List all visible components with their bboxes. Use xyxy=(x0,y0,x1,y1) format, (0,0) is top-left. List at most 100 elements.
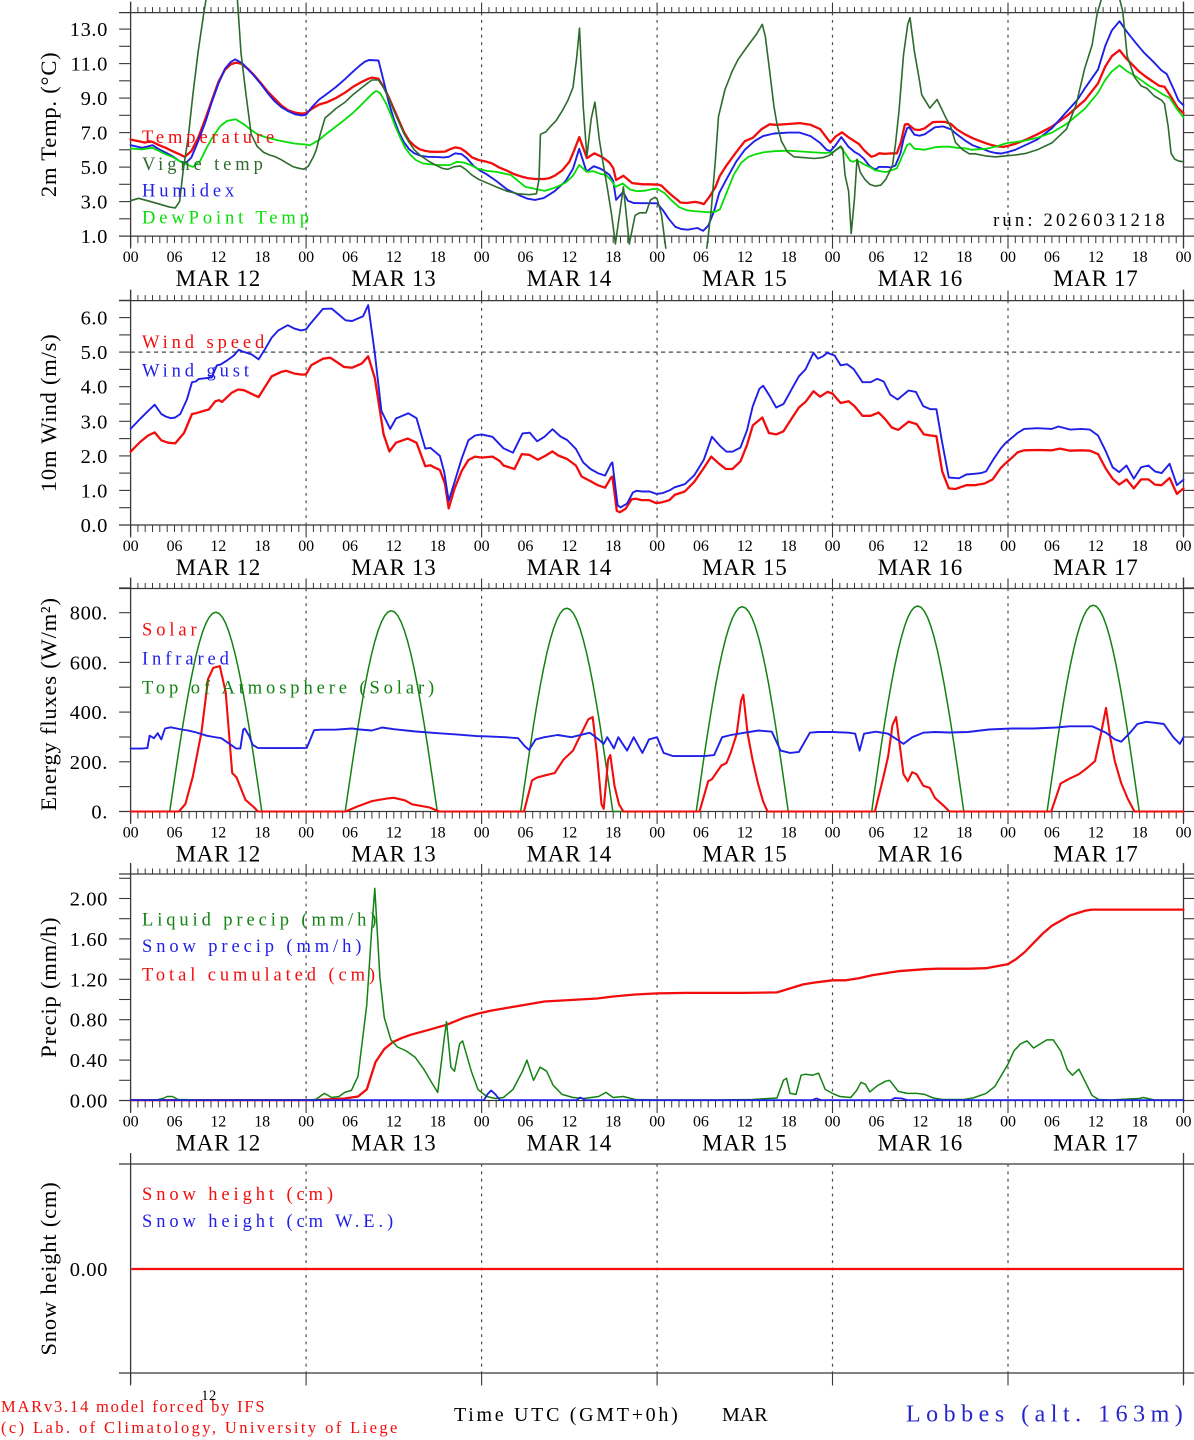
svg-text:12: 12 xyxy=(1088,538,1104,555)
svg-text:12: 12 xyxy=(210,538,226,555)
svg-text:06: 06 xyxy=(693,249,709,266)
svg-text:Vigne temp: Vigne temp xyxy=(142,155,267,175)
svg-text:MAR 12: MAR 12 xyxy=(176,555,261,580)
svg-text:12: 12 xyxy=(386,1114,402,1131)
svg-text:5.0: 5.0 xyxy=(81,157,108,179)
svg-text:06: 06 xyxy=(517,538,533,555)
svg-text:18: 18 xyxy=(1132,538,1148,555)
svg-text:3.0: 3.0 xyxy=(81,192,108,214)
svg-text:12: 12 xyxy=(912,249,928,266)
svg-text:Humidex: Humidex xyxy=(142,182,238,202)
svg-text:00: 00 xyxy=(649,249,665,266)
svg-text:MAR 15: MAR 15 xyxy=(702,842,787,867)
svg-text:2.00: 2.00 xyxy=(70,889,108,911)
svg-text:06: 06 xyxy=(868,825,884,842)
svg-text:2.0: 2.0 xyxy=(81,446,108,468)
svg-text:00: 00 xyxy=(1000,538,1016,555)
svg-text:MAR 15: MAR 15 xyxy=(702,555,787,580)
svg-text:10m Wind (m/s): 10m Wind (m/s) xyxy=(36,333,61,492)
svg-text:06: 06 xyxy=(342,249,358,266)
svg-text:400.: 400. xyxy=(70,702,108,724)
svg-text:00: 00 xyxy=(649,1114,665,1131)
svg-text:18: 18 xyxy=(605,825,621,842)
svg-text:1.0: 1.0 xyxy=(81,480,108,502)
svg-text:00: 00 xyxy=(123,825,139,842)
svg-text:800.: 800. xyxy=(70,603,108,625)
svg-text:Infrared: Infrared xyxy=(142,650,233,670)
svg-text:MAR 15: MAR 15 xyxy=(702,266,787,291)
svg-text:12: 12 xyxy=(561,249,577,266)
svg-text:18: 18 xyxy=(1132,825,1148,842)
svg-text:12: 12 xyxy=(386,825,402,842)
svg-text:Total cumulated (cm): Total cumulated (cm) xyxy=(142,966,379,986)
svg-text:run: 2026031218: run: 2026031218 xyxy=(993,211,1168,231)
svg-text:MAR 17: MAR 17 xyxy=(1053,555,1138,580)
svg-text:18: 18 xyxy=(254,249,270,266)
svg-text:MAR 16: MAR 16 xyxy=(878,266,963,291)
svg-text:06: 06 xyxy=(868,538,884,555)
svg-text:13.0: 13.0 xyxy=(70,19,108,41)
svg-text:12: 12 xyxy=(386,538,402,555)
svg-text:12: 12 xyxy=(912,538,928,555)
svg-text:Snow height (cm): Snow height (cm) xyxy=(36,1181,61,1355)
svg-text:06: 06 xyxy=(693,825,709,842)
svg-text:3.0: 3.0 xyxy=(81,411,108,433)
svg-text:Snow precip (mm/h): Snow precip (mm/h) xyxy=(142,937,365,957)
svg-text:12: 12 xyxy=(210,1114,226,1131)
svg-text:Precip (mm/h): Precip (mm/h) xyxy=(36,917,61,1058)
svg-text:06: 06 xyxy=(517,825,533,842)
svg-text:0.00: 0.00 xyxy=(70,1259,108,1281)
svg-text:1.60: 1.60 xyxy=(70,929,108,951)
svg-text:06: 06 xyxy=(342,825,358,842)
svg-text:Solar: Solar xyxy=(142,621,201,641)
svg-text:06: 06 xyxy=(868,249,884,266)
svg-text:18: 18 xyxy=(781,825,797,842)
svg-text:12: 12 xyxy=(1088,825,1104,842)
svg-text:00: 00 xyxy=(649,538,665,555)
svg-text:12: 12 xyxy=(561,825,577,842)
svg-text:00: 00 xyxy=(825,1114,841,1131)
svg-text:MAR 12: MAR 12 xyxy=(176,842,261,867)
svg-text:06: 06 xyxy=(167,825,183,842)
svg-text:0.0: 0.0 xyxy=(81,515,108,537)
svg-text:18: 18 xyxy=(605,538,621,555)
svg-text:12: 12 xyxy=(561,538,577,555)
svg-text:MAR 13: MAR 13 xyxy=(351,842,436,867)
svg-text:00: 00 xyxy=(649,825,665,842)
svg-text:MAR 15: MAR 15 xyxy=(702,1131,787,1156)
svg-text:12: 12 xyxy=(912,825,928,842)
svg-text:00: 00 xyxy=(474,249,490,266)
svg-text:MAR 13: MAR 13 xyxy=(351,1131,436,1156)
svg-text:06: 06 xyxy=(693,538,709,555)
svg-text:00: 00 xyxy=(1000,249,1016,266)
svg-text:12: 12 xyxy=(210,825,226,842)
svg-text:00: 00 xyxy=(825,825,841,842)
svg-text:06: 06 xyxy=(1044,825,1060,842)
svg-text:6.0: 6.0 xyxy=(81,308,108,330)
svg-text:MAR 17: MAR 17 xyxy=(1053,842,1138,867)
svg-text:5.0: 5.0 xyxy=(81,342,108,364)
svg-text:00: 00 xyxy=(474,1114,490,1131)
svg-text:Snow height (cm): Snow height (cm) xyxy=(142,1185,337,1205)
svg-text:MAR 17: MAR 17 xyxy=(1053,266,1138,291)
svg-text:(c) Lab. of Climatology, Unive: (c) Lab. of Climatology, University of L… xyxy=(1,1418,400,1437)
svg-text:Wind gust: Wind gust xyxy=(142,362,253,382)
svg-text:MAR: MAR xyxy=(722,1404,768,1426)
svg-text:00: 00 xyxy=(825,538,841,555)
svg-text:00: 00 xyxy=(123,1114,139,1131)
svg-text:18: 18 xyxy=(781,538,797,555)
svg-text:12: 12 xyxy=(912,1114,928,1131)
svg-text:4.0: 4.0 xyxy=(81,377,108,399)
svg-text:12: 12 xyxy=(737,1114,753,1131)
svg-text:18: 18 xyxy=(430,825,446,842)
svg-text:18: 18 xyxy=(1132,249,1148,266)
svg-text:06: 06 xyxy=(868,1114,884,1131)
svg-text:18: 18 xyxy=(956,825,972,842)
svg-text:12: 12 xyxy=(737,249,753,266)
svg-text:06: 06 xyxy=(1044,249,1060,266)
svg-text:00: 00 xyxy=(1176,825,1192,842)
svg-text:06: 06 xyxy=(517,249,533,266)
svg-text:18: 18 xyxy=(781,1114,797,1131)
svg-text:0.40: 0.40 xyxy=(70,1050,108,1072)
svg-text:00: 00 xyxy=(1176,538,1192,555)
